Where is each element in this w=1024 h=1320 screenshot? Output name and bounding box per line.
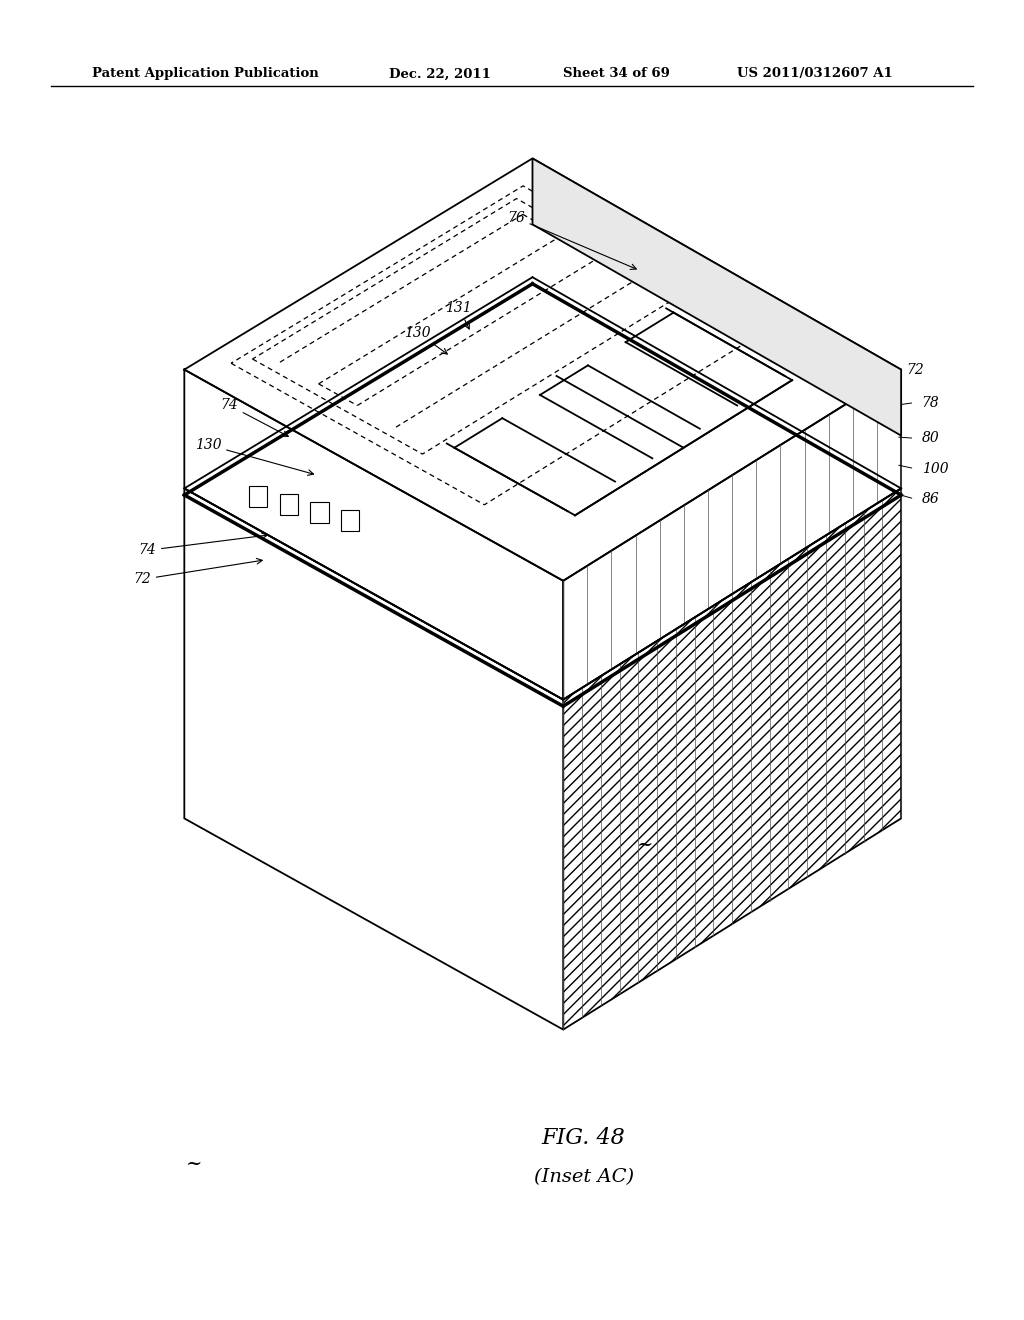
Text: 72: 72 [133, 558, 262, 586]
Text: FIG. 48: FIG. 48 [542, 1127, 626, 1148]
Text: 80: 80 [922, 432, 939, 445]
Polygon shape [184, 158, 901, 581]
Text: (Inset AC): (Inset AC) [534, 1168, 634, 1187]
Text: 72: 72 [906, 363, 924, 376]
Text: ~: ~ [637, 836, 653, 854]
Polygon shape [184, 488, 563, 1030]
Text: Dec. 22, 2011: Dec. 22, 2011 [389, 67, 490, 81]
Text: 130: 130 [195, 438, 313, 475]
Polygon shape [184, 370, 563, 700]
Text: 100: 100 [922, 462, 948, 475]
Text: 131: 131 [445, 301, 472, 329]
Text: 78: 78 [922, 396, 939, 409]
FancyBboxPatch shape [310, 502, 329, 523]
Text: US 2011/0312607 A1: US 2011/0312607 A1 [737, 67, 893, 81]
FancyBboxPatch shape [341, 510, 359, 531]
Text: ~: ~ [186, 1155, 203, 1173]
Polygon shape [563, 488, 901, 1030]
Text: 74: 74 [220, 399, 289, 437]
Text: Patent Application Publication: Patent Application Publication [92, 67, 318, 81]
Text: 86: 86 [922, 492, 939, 506]
Text: 130: 130 [404, 326, 447, 354]
Polygon shape [532, 158, 901, 436]
FancyBboxPatch shape [249, 486, 267, 507]
Text: 76: 76 [507, 211, 636, 269]
FancyBboxPatch shape [280, 494, 298, 515]
Text: Sheet 34 of 69: Sheet 34 of 69 [563, 67, 670, 81]
Text: 74: 74 [138, 533, 267, 557]
Polygon shape [563, 370, 901, 700]
